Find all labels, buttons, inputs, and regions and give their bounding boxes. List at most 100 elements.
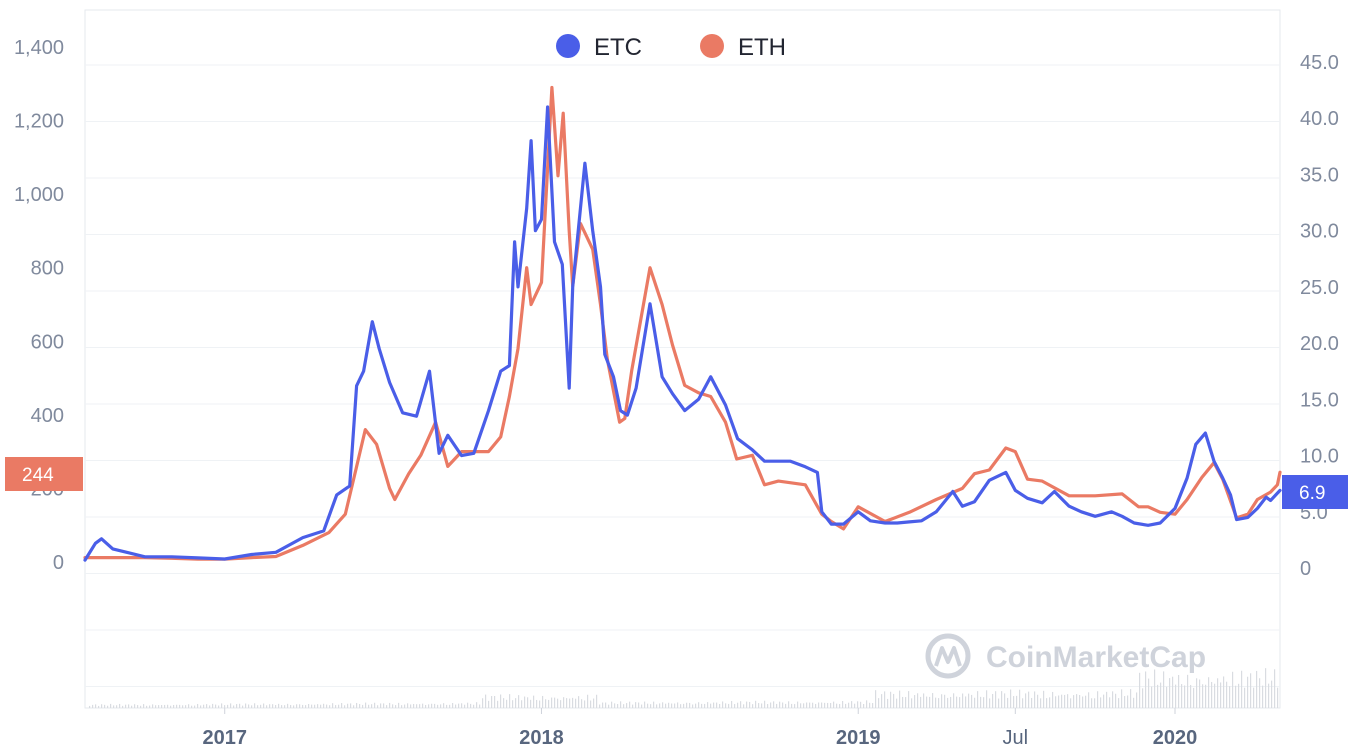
volume-bar bbox=[122, 705, 124, 708]
volume-bar bbox=[695, 703, 697, 708]
volume-bar bbox=[587, 694, 589, 708]
volume-bar bbox=[824, 702, 826, 708]
volume-bar bbox=[1085, 695, 1087, 708]
volume-bar bbox=[596, 694, 598, 708]
volume-bar bbox=[1082, 696, 1084, 708]
volume-bar bbox=[1031, 697, 1033, 708]
volume-bar bbox=[668, 702, 670, 708]
volume-bar bbox=[1019, 689, 1021, 708]
volume-bar bbox=[179, 704, 181, 708]
volume-bar bbox=[278, 703, 280, 708]
volume-bar bbox=[617, 704, 619, 708]
eth-current-value: 244 bbox=[22, 465, 54, 486]
volume-bar bbox=[1028, 691, 1030, 708]
volume-bar bbox=[1178, 674, 1180, 708]
volume-bar bbox=[1214, 683, 1216, 708]
volume-bar bbox=[1088, 692, 1090, 708]
volume-bar bbox=[128, 704, 130, 708]
volume-bar bbox=[260, 704, 262, 708]
right-tick-label: 0 bbox=[1300, 558, 1311, 580]
left-tick-label: 800 bbox=[31, 258, 64, 280]
left-tick-label: 1,200 bbox=[14, 111, 64, 133]
volume-bar bbox=[92, 704, 94, 708]
volume-bar bbox=[206, 704, 208, 708]
volume-bar bbox=[914, 695, 916, 708]
volume-bar bbox=[98, 705, 100, 708]
volume-bar bbox=[560, 700, 562, 708]
right-tick-label: 45.0 bbox=[1300, 52, 1339, 74]
volume-bar bbox=[356, 702, 358, 708]
volume-bar bbox=[272, 704, 274, 708]
volume-bar bbox=[926, 696, 928, 708]
volume-bar bbox=[854, 703, 856, 708]
volume-bar bbox=[329, 705, 331, 708]
volume-bar bbox=[686, 702, 688, 708]
volume-bar bbox=[566, 698, 568, 708]
volume-bar bbox=[173, 704, 175, 708]
volume-bar bbox=[761, 703, 763, 708]
volume-bar bbox=[971, 694, 973, 708]
volume-bar bbox=[446, 704, 448, 708]
volume-bar bbox=[449, 704, 451, 708]
volume-bar bbox=[1205, 684, 1207, 708]
volume-bar bbox=[815, 703, 817, 708]
volume-bar bbox=[569, 698, 571, 708]
volume-bar bbox=[242, 705, 244, 708]
volume-bar bbox=[665, 703, 667, 708]
volume-bar bbox=[176, 704, 178, 708]
volume-bar bbox=[1040, 698, 1042, 708]
volume-bar bbox=[962, 693, 964, 708]
volume-bar bbox=[788, 701, 790, 708]
volume-bar bbox=[419, 704, 421, 708]
volume-bar bbox=[950, 696, 952, 708]
volume-bar bbox=[650, 704, 652, 708]
volume-bar bbox=[1121, 689, 1123, 708]
volume-bar bbox=[1100, 697, 1102, 708]
volume-bar bbox=[146, 705, 148, 708]
volume-bar bbox=[317, 704, 319, 708]
volume-bar bbox=[401, 705, 403, 708]
right-tick-label: 30.0 bbox=[1300, 221, 1339, 243]
volume-bar bbox=[845, 703, 847, 708]
volume-bar bbox=[185, 705, 187, 708]
volume-bar bbox=[857, 701, 859, 708]
volume-bar bbox=[653, 701, 655, 708]
volume-bar bbox=[722, 701, 724, 708]
left-tick-label: 1,400 bbox=[14, 37, 64, 59]
volume-bar bbox=[1163, 671, 1165, 708]
volume-bar bbox=[602, 702, 604, 708]
volume-bar bbox=[662, 702, 664, 708]
volume-bar bbox=[347, 703, 349, 708]
left-tick-label: 600 bbox=[31, 331, 64, 353]
volume-bar bbox=[608, 704, 610, 708]
volume-bar bbox=[932, 693, 934, 708]
volume-bar bbox=[683, 703, 685, 708]
volume-bar bbox=[1016, 695, 1018, 708]
volume-bar bbox=[116, 705, 118, 708]
volume-bar bbox=[239, 703, 241, 708]
volume-bar bbox=[707, 702, 709, 708]
volume-bar bbox=[785, 703, 787, 708]
volume-bar bbox=[359, 704, 361, 708]
volume-bar bbox=[776, 703, 778, 708]
legend-item-eth[interactable]: ETH bbox=[700, 34, 786, 61]
volume-bar bbox=[1154, 669, 1156, 708]
volume-bar bbox=[353, 705, 355, 708]
volume-bar bbox=[752, 704, 754, 708]
legend-item-etc[interactable]: ETC bbox=[556, 34, 642, 61]
volume-bar bbox=[455, 704, 457, 708]
volume-bar bbox=[404, 704, 406, 708]
volume-bar bbox=[473, 704, 475, 708]
volume-bar bbox=[134, 704, 136, 708]
volume-bar bbox=[158, 705, 160, 708]
volume-bar bbox=[929, 696, 931, 708]
volume-bar bbox=[392, 704, 394, 708]
volume-bar bbox=[266, 705, 268, 708]
volume-bar bbox=[269, 704, 271, 708]
volume-bar bbox=[983, 697, 985, 708]
volume-bar bbox=[935, 697, 937, 708]
volume-bar bbox=[218, 705, 220, 708]
volume-bar bbox=[209, 705, 211, 708]
volume-bar bbox=[755, 700, 757, 708]
volume-bar bbox=[152, 704, 154, 708]
